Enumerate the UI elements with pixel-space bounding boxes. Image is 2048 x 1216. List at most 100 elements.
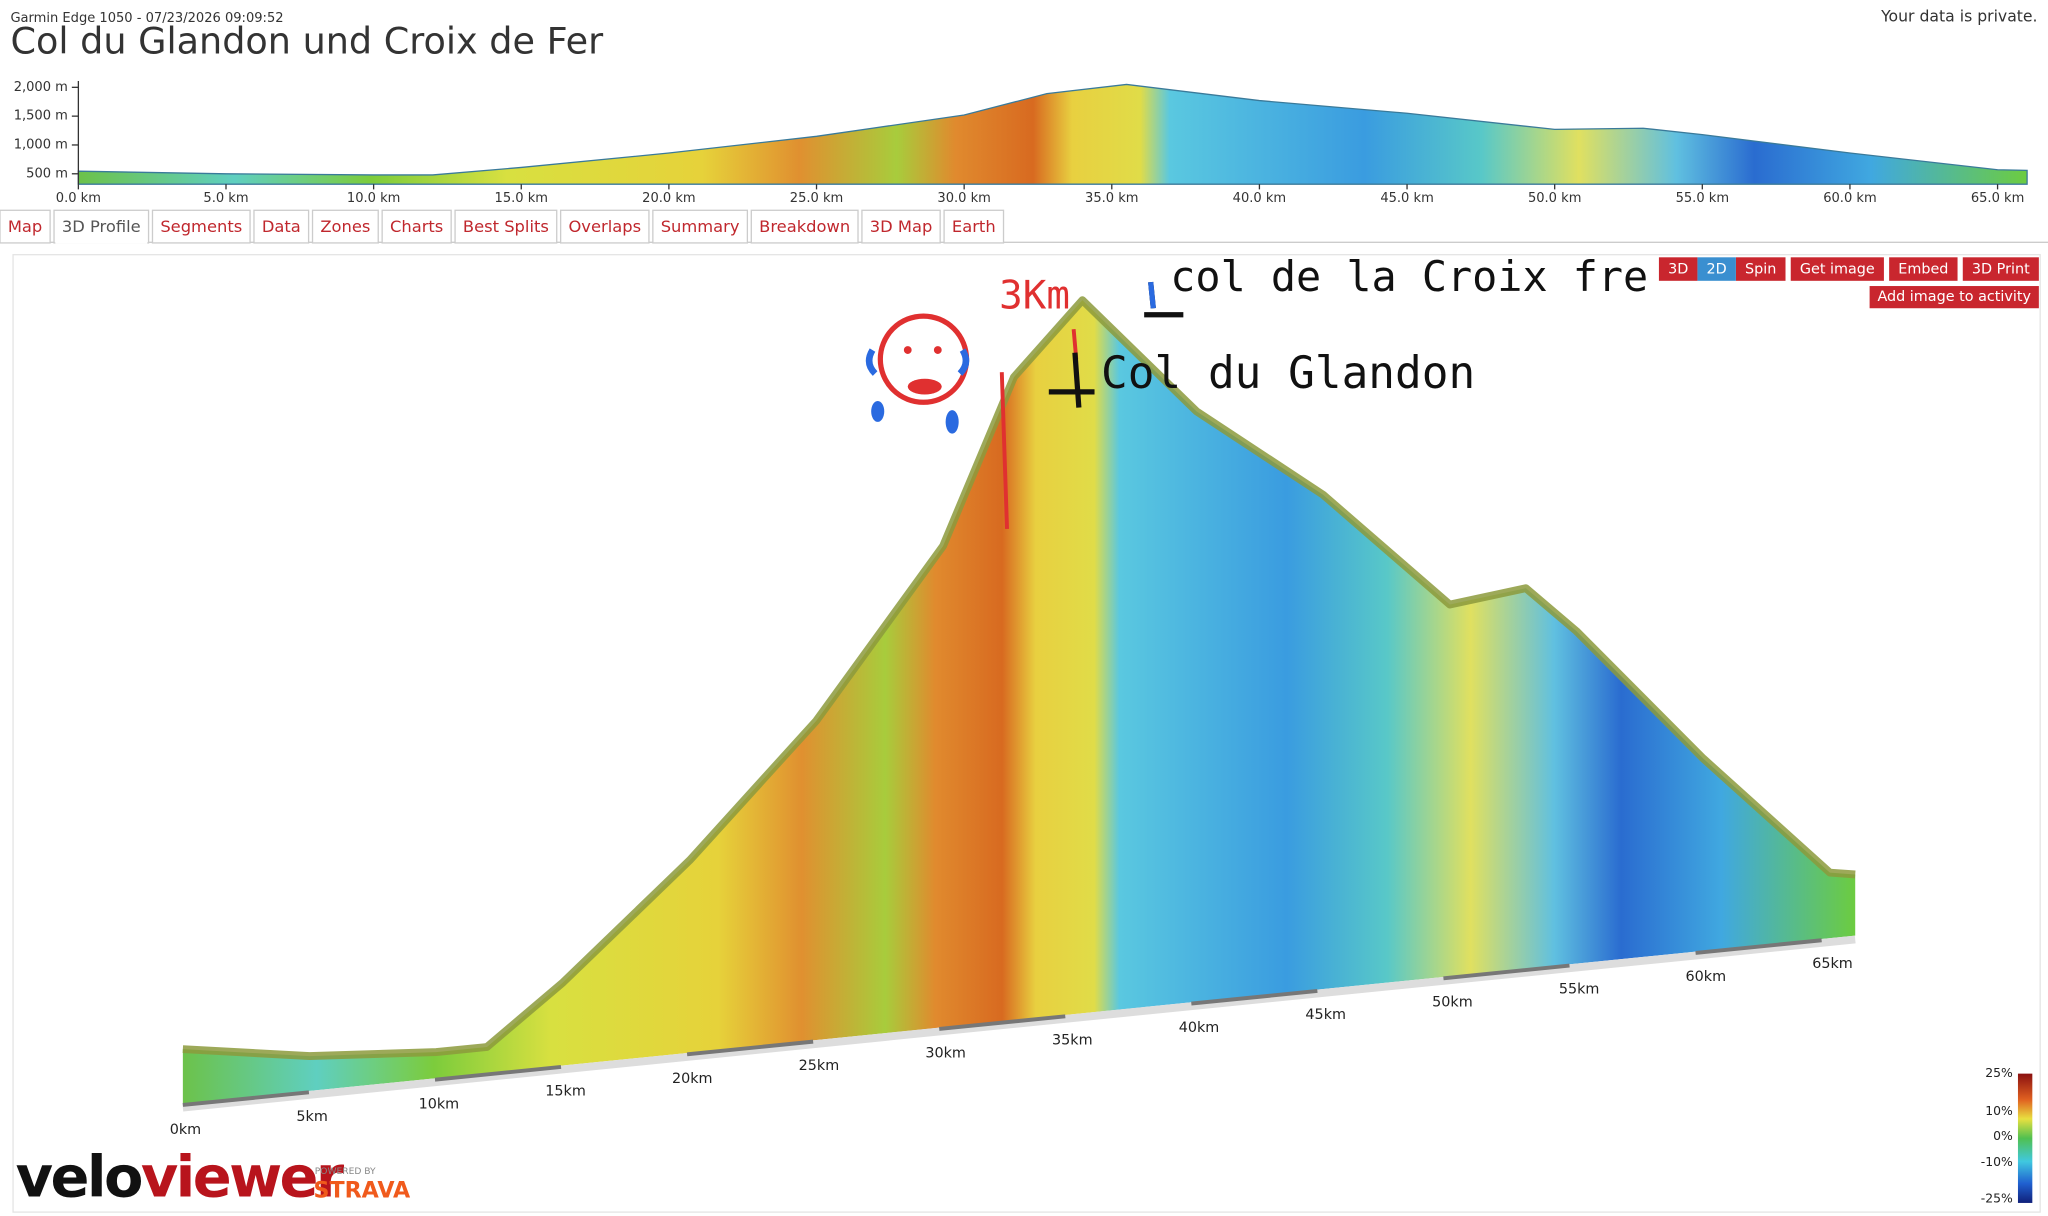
view-button[interactable]: 2D bbox=[1697, 257, 1736, 281]
tab-label[interactable]: 3D Map bbox=[870, 217, 933, 236]
view-button[interactable]: 3D bbox=[1658, 257, 1698, 281]
legend-label: -10% bbox=[1981, 1154, 2013, 1169]
view-button[interactable]: Spin bbox=[1735, 257, 1786, 281]
tab-label[interactable]: Summary bbox=[661, 217, 740, 236]
km-label: 0km bbox=[170, 1122, 201, 1138]
view-button-box[interactable] bbox=[1735, 257, 1786, 281]
tab-label[interactable]: Best Splits bbox=[463, 217, 549, 236]
tab[interactable]: 3D Map bbox=[861, 209, 941, 244]
croix-marker-blue bbox=[1148, 281, 1156, 309]
tab-label[interactable]: 3D Profile bbox=[62, 217, 141, 236]
add-image-box[interactable] bbox=[1869, 286, 2039, 309]
croix-note: col de la Croix fre bbox=[1170, 252, 1648, 301]
tab-bar: Map 3D Profile Segments Data Zones Charts Best… bbox=[0, 209, 1005, 244]
view-button-label[interactable]: 3D bbox=[1668, 262, 1688, 278]
tab-box[interactable] bbox=[750, 209, 859, 244]
tab[interactable]: Best Splits bbox=[454, 209, 558, 244]
legend-label: 10% bbox=[1985, 1103, 2013, 1118]
km-label: 30km bbox=[925, 1045, 966, 1061]
profile-3d-ridge bbox=[182, 296, 1856, 1060]
page-title: Col du Glandon und Croix de Fer bbox=[10, 20, 604, 63]
elevation-area bbox=[77, 83, 2028, 185]
view-button-box[interactable] bbox=[1790, 257, 1884, 281]
tab-label[interactable]: Data bbox=[262, 217, 301, 236]
view-button[interactable]: Get image bbox=[1790, 257, 1884, 281]
x-tick-label: 45.0 km bbox=[1380, 191, 1433, 206]
x-tick-label: 65.0 km bbox=[1971, 191, 2024, 206]
face-mouth bbox=[907, 378, 942, 395]
gradient-legend-bar bbox=[2017, 1073, 2033, 1203]
annotations: 3Km Col du Glandon col de la Croix fre bbox=[865, 252, 1648, 530]
x-tick-label: 25.0 km bbox=[790, 191, 843, 206]
view-button-box[interactable] bbox=[1962, 257, 2039, 281]
add-image-button[interactable]: Add image to activity bbox=[1869, 286, 2039, 309]
distance-note: 3Km bbox=[999, 273, 1070, 318]
legend-label: 25% bbox=[1985, 1065, 2013, 1080]
x-tick-label: 55.0 km bbox=[1676, 191, 1729, 206]
add-image-label[interactable]: Add image to activity bbox=[1877, 289, 2031, 305]
tab[interactable]: Breakdown bbox=[750, 209, 859, 244]
tab[interactable]: 3D Profile bbox=[53, 209, 150, 244]
tab-box[interactable] bbox=[652, 209, 749, 244]
glandon-note: Col du Glandon bbox=[1101, 348, 1475, 399]
x-tick-label: 5.0 km bbox=[203, 191, 248, 206]
km-label: 50km bbox=[1432, 994, 1473, 1010]
view-button-label[interactable]: Spin bbox=[1745, 262, 1776, 278]
km-label: 20km bbox=[672, 1071, 713, 1087]
tab[interactable]: Charts bbox=[381, 209, 452, 244]
tab-label[interactable]: Map bbox=[8, 217, 42, 236]
view-button-label[interactable]: Embed bbox=[1898, 262, 1948, 278]
view-button[interactable]: 3D Print bbox=[1962, 257, 2039, 281]
tab-box[interactable] bbox=[559, 209, 650, 244]
tab[interactable]: Earth bbox=[943, 209, 1005, 244]
legend-label: -25% bbox=[1981, 1191, 2013, 1206]
tear-drop bbox=[871, 400, 885, 422]
face-eye bbox=[903, 346, 912, 354]
strava-logo: STRAVA bbox=[313, 1178, 411, 1204]
y-tick-label: 500 m bbox=[26, 166, 68, 181]
tab[interactable]: Segments bbox=[151, 209, 251, 244]
tab-box[interactable] bbox=[253, 209, 310, 244]
tab-box[interactable] bbox=[0, 209, 51, 244]
tab[interactable]: Data bbox=[253, 209, 310, 244]
tab-box[interactable] bbox=[151, 209, 251, 244]
tab-label[interactable]: Breakdown bbox=[759, 217, 850, 236]
view-button-label[interactable]: 3D Print bbox=[1972, 262, 2030, 278]
profile-3d-area bbox=[182, 300, 1856, 1104]
km-label: 35km bbox=[1052, 1033, 1093, 1049]
tab-label[interactable]: Segments bbox=[160, 217, 242, 236]
tab[interactable]: Summary bbox=[652, 209, 749, 244]
view-button-box[interactable] bbox=[1658, 257, 1698, 281]
device-date: Garmin Edge 1050 - 07/23/2026 09:09:52 bbox=[10, 11, 283, 26]
tab-label[interactable]: Overlaps bbox=[568, 217, 641, 236]
brand-viewer: viewer bbox=[141, 1143, 345, 1210]
tab-box[interactable] bbox=[861, 209, 941, 244]
km-label: 65km bbox=[1812, 956, 1853, 972]
tab-box[interactable] bbox=[454, 209, 558, 244]
face-eye bbox=[933, 346, 942, 354]
tab[interactable]: Map bbox=[0, 209, 51, 244]
tab-box[interactable] bbox=[943, 209, 1005, 244]
view-button-box[interactable] bbox=[1697, 257, 1736, 281]
legend-label: 0% bbox=[1993, 1128, 2013, 1143]
tab-box[interactable] bbox=[381, 209, 452, 244]
tab-box[interactable] bbox=[53, 209, 150, 244]
profile-3d-base bbox=[182, 935, 1856, 1112]
brand-velo: velo bbox=[16, 1143, 141, 1210]
x-tick-label: 30.0 km bbox=[937, 191, 990, 206]
x-tick-label: 40.0 km bbox=[1233, 191, 1286, 206]
tab-label[interactable]: Zones bbox=[320, 217, 370, 236]
view-button-box[interactable] bbox=[1889, 257, 1958, 281]
view-button-label[interactable]: 2D bbox=[1707, 262, 1727, 278]
view-button[interactable]: Embed bbox=[1889, 257, 1958, 281]
tears bbox=[865, 348, 970, 376]
view-button-label[interactable]: Get image bbox=[1800, 262, 1875, 278]
tab-label[interactable]: Charts bbox=[390, 217, 443, 236]
tab[interactable]: Overlaps bbox=[559, 209, 650, 244]
km-label: 60km bbox=[1686, 969, 1727, 985]
tab[interactable]: Zones bbox=[311, 209, 379, 244]
tab-box[interactable] bbox=[311, 209, 379, 244]
km-label: 5km bbox=[296, 1109, 327, 1125]
tab-label[interactable]: Earth bbox=[952, 217, 996, 236]
